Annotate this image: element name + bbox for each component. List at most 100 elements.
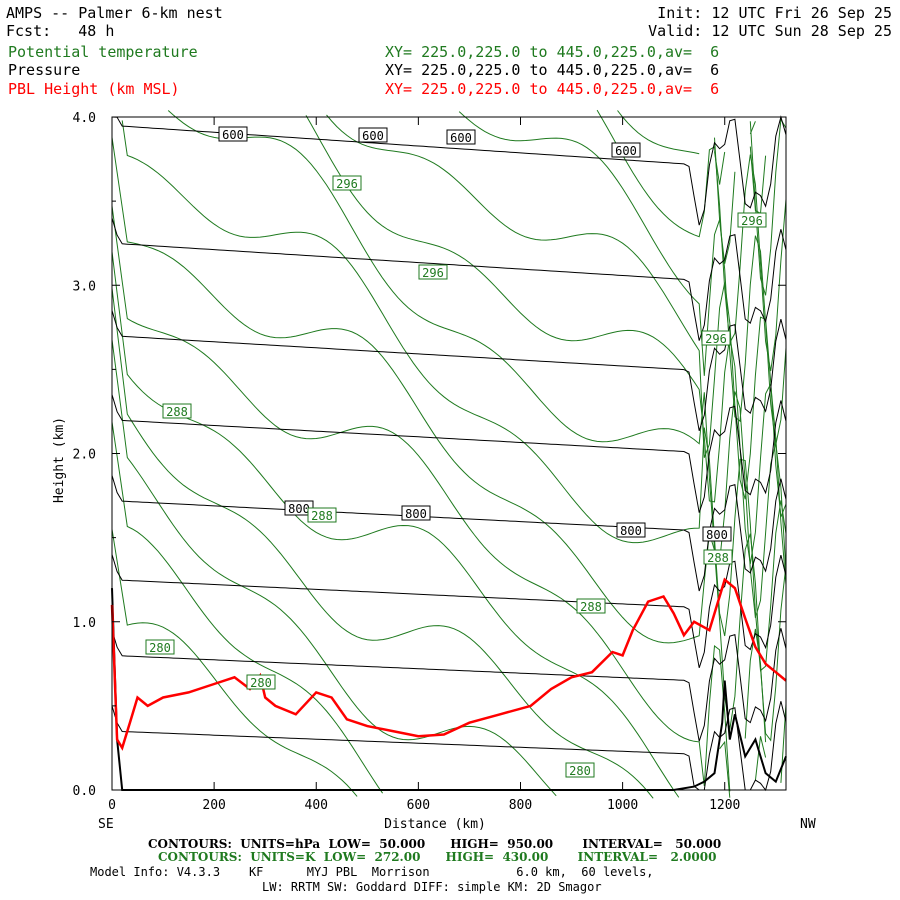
pressure-label: 800: [288, 502, 310, 516]
y-tick-label: 1.0: [73, 616, 96, 631]
valid-time: Valid: 12 UTC Sun 28 Sep 25: [648, 22, 892, 40]
theta-contour: [111, 421, 384, 794]
theta-contour: [111, 288, 654, 799]
plot-frame: [111, 116, 787, 791]
theta-contour: [754, 736, 767, 781]
x-tick-label: 0: [108, 798, 116, 813]
x-tick-label: 600: [407, 798, 430, 813]
theta-label-box: [701, 330, 731, 346]
pressure-contour: [111, 554, 787, 668]
pressure-contour: [111, 628, 787, 742]
pressure-label-box: [611, 142, 641, 158]
x-tick-label: 800: [509, 798, 532, 813]
theta-contour: [167, 110, 787, 618]
theta-contour: [749, 121, 756, 135]
y-tick-label: 3.0: [73, 279, 96, 294]
x-end-right: NW: [800, 817, 816, 832]
x-end-left: SE: [98, 817, 114, 832]
field-theta-xy: XY= 225.0,225.0 to 445.0,225.0,av= 6: [385, 43, 720, 61]
theta-contour: [111, 339, 557, 797]
theta-label: 296: [422, 266, 444, 280]
theta-contour: [111, 137, 787, 742]
pressure-contour: [111, 217, 787, 341]
theta-label: 288: [707, 551, 729, 565]
theta-label-box: [703, 549, 733, 565]
theta-label-box: [246, 674, 276, 690]
chart-title: AMPS -- Palmer 6-km nest: [6, 4, 223, 22]
theta-label-box: [307, 507, 337, 523]
pressure-label: 600: [450, 131, 472, 145]
theta-contour: [780, 703, 787, 783]
field-pbl-name: PBL Height (km MSL): [8, 80, 180, 98]
field-pressure-xy: XY= 225.0,225.0 to 445.0,225.0,av= 6: [385, 61, 720, 79]
pressure-label: 600: [362, 129, 384, 143]
theta-contour: [121, 120, 787, 672]
pressure-label-box: [218, 126, 248, 142]
y-tick-label: 0.0: [73, 784, 96, 799]
x-axis-label: Distance (km): [384, 817, 486, 832]
theta-contour: [719, 740, 731, 798]
pressure-contours: [111, 115, 787, 792]
theta-label-box: [737, 212, 767, 228]
theta-contour: [617, 110, 700, 155]
forecast-hour: Fcst: 48 h: [6, 22, 115, 40]
theta-contour: [458, 111, 787, 445]
x-tick-label: 400: [305, 798, 328, 813]
pressure-label: 800: [706, 528, 728, 542]
contour-labels: 600 600 600 600 800 800 800 800 296 296 296 296 288 2…: [145, 126, 767, 778]
theta-contour: [714, 151, 726, 185]
pressure-label-box: [446, 129, 476, 145]
pressure-label-box: [358, 127, 388, 143]
theta-contours: [111, 109, 787, 799]
field-pbl-xy: XY= 225.0,225.0 to 445.0,225.0,av= 6: [385, 80, 720, 98]
theta-label: 280: [569, 764, 591, 778]
theta-contour: [749, 146, 767, 215]
theta-contour: [326, 114, 787, 518]
theta-label: 296: [741, 214, 763, 228]
field-theta-name: Potential temperature: [8, 43, 198, 61]
x-tick-label: 1000: [607, 798, 638, 813]
theta-label-box: [418, 264, 448, 280]
theta-label-box: [332, 175, 362, 191]
pressure-label-box: [702, 526, 732, 542]
theta-contour: [305, 115, 787, 585]
pressure-label-box: [401, 505, 431, 521]
theta-label: 296: [336, 177, 358, 191]
y-tick-label: 4.0: [73, 111, 96, 126]
x-tick-label: 1200: [709, 798, 740, 813]
theta-label-box: [145, 639, 175, 655]
pressure-label: 800: [620, 524, 642, 538]
y-axis-label: Height (km): [52, 417, 67, 503]
pressure-label: 600: [615, 144, 637, 158]
theta-label: 288: [580, 600, 602, 614]
field-pressure-name: Pressure: [8, 61, 81, 79]
theta-contour: [111, 529, 358, 797]
pbl-series: [110, 577, 787, 751]
pressure-contour: [111, 310, 787, 431]
theta-label-box: [576, 598, 606, 614]
axis-ticks: 0 200 400 600 800 1000 1200 0.0 1.0 2.0 3.0 4.0: [73, 111, 786, 813]
pressure-contour: [111, 394, 787, 513]
theta-contour: [111, 251, 680, 798]
theta-contour: [111, 205, 731, 792]
pressure-label: 800: [405, 507, 427, 521]
pressure-contour: [111, 475, 787, 592]
footer-pressure-contours: CONTOURS: UNITS=hPa LOW= 50.000 HIGH= 95…: [148, 837, 722, 851]
footer-theta-contours: CONTOURS: UNITS=K LOW= 272.00 HIGH= 430.…: [158, 850, 717, 864]
theta-label: 280: [149, 641, 171, 655]
init-time: Init: 12 UTC Fri 26 Sep 25: [657, 4, 892, 22]
theta-label: 296: [705, 332, 727, 346]
theta-label: 288: [166, 405, 188, 419]
theta-label: 280: [250, 676, 272, 690]
theta-label: 288: [311, 509, 333, 523]
pressure-label-box: [616, 522, 646, 538]
theta-contour: [596, 109, 787, 372]
theta-label-box: [162, 403, 192, 419]
terrain-line: [111, 588, 787, 791]
terrain-series: [111, 588, 787, 791]
pbl-height-line: [110, 577, 787, 751]
footer-physics: LW: RRTM SW: Goddard DIFF: simple KM: 2D…: [262, 880, 602, 894]
theta-label-box: [565, 762, 595, 778]
footer-model-info: Model Info: V4.3.3 KF MYJ PBL Morrison 6…: [90, 865, 654, 879]
